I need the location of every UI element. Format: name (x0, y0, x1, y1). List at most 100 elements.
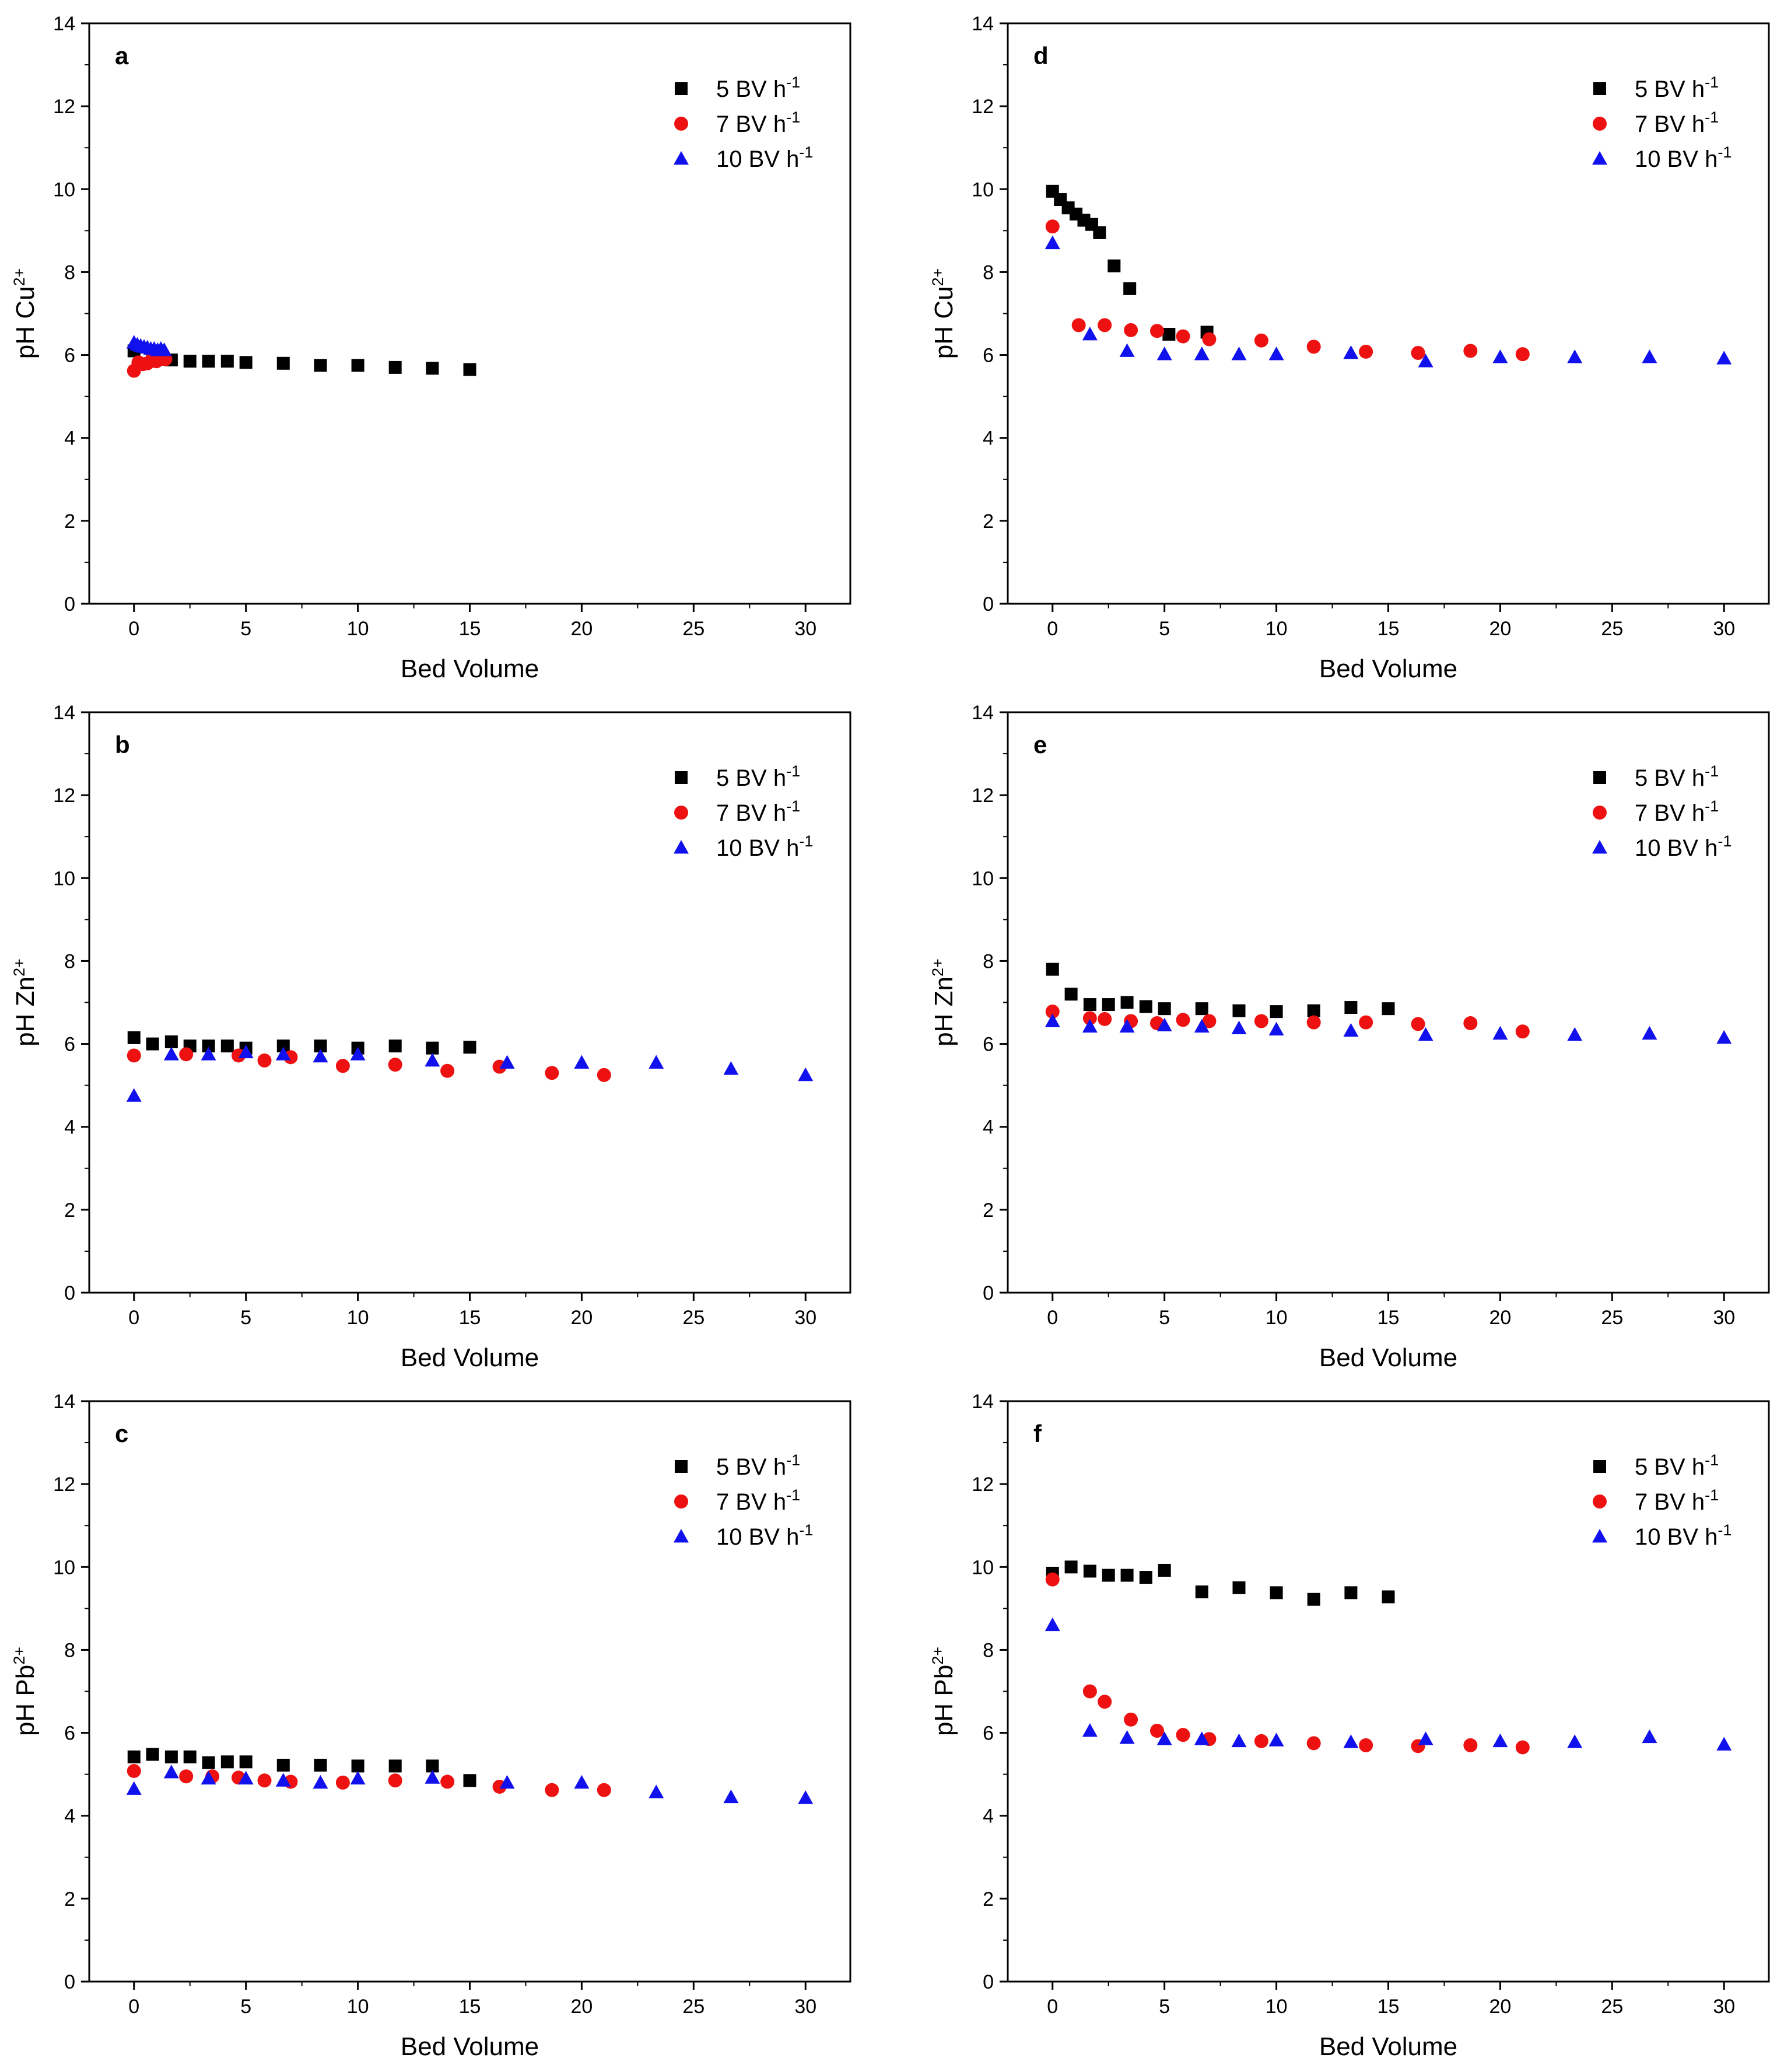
data-point (156, 342, 172, 356)
x-tick-label: 25 (1601, 618, 1623, 640)
x-tick-label: 15 (1378, 618, 1400, 640)
data-point (183, 355, 197, 368)
plot-frame (1007, 22, 1770, 605)
x-tick-label: 5 (1159, 1996, 1170, 2018)
data-point (163, 1046, 179, 1060)
x-tick-label: 20 (1489, 1996, 1511, 2018)
data-point (1515, 347, 1530, 362)
data-point (1306, 340, 1321, 354)
y-tick-label: 10 (972, 867, 994, 890)
legend-label-main: 7 BV h (716, 111, 786, 137)
data-point (239, 356, 253, 369)
y-tick-label: 2 (64, 1199, 75, 1222)
data-point (350, 1770, 366, 1785)
data-point (388, 1040, 402, 1053)
data-point (1083, 998, 1096, 1012)
x-tick-label: 5 (240, 1307, 251, 1329)
data-point (425, 1053, 440, 1067)
legend-label: 5 BV h-1 (1635, 1451, 1719, 1480)
data-point (545, 1783, 559, 1797)
x-axis-title: Bed Volume (401, 1343, 539, 1372)
data-point (1382, 1002, 1395, 1016)
legend-label: 7 BV h-1 (716, 1486, 800, 1515)
data-point (1194, 1019, 1210, 1033)
x-tick-label: 25 (1601, 1307, 1623, 1329)
data-point (426, 1041, 439, 1055)
x-axis-title: Bed Volume (1319, 2032, 1457, 2061)
legend-label: 5 BV h-1 (716, 74, 800, 102)
legend-marker (674, 117, 688, 131)
y-tick-label: 12 (972, 96, 994, 118)
y-tick-label: 0 (983, 1282, 994, 1304)
data-point (335, 1059, 350, 1073)
data-point (201, 1046, 216, 1060)
data-point (201, 1770, 216, 1785)
data-point (1232, 1581, 1246, 1594)
data-point (314, 1040, 327, 1053)
y-tick-label: 10 (53, 178, 75, 201)
legend-label-sup: -1 (1705, 762, 1719, 780)
legend-marker (675, 82, 688, 95)
data-point (1064, 1560, 1078, 1574)
data-point (127, 1048, 141, 1063)
x-tick-label: 15 (459, 1996, 481, 2018)
x-axis-title: Bed Volume (401, 654, 539, 683)
data-point (1156, 1017, 1172, 1031)
data-point (1418, 1027, 1433, 1041)
panel-b: 0 5 10 15 20 25 30 0 2 4 6 8 10 12 14 Bed Volume pH Zn2+… (10, 702, 851, 1372)
data-point (545, 1066, 559, 1080)
data-point (574, 1055, 590, 1069)
y-axis-title: pH Zn2+ (10, 958, 40, 1046)
data-point (335, 1775, 350, 1790)
data-point (1082, 1019, 1098, 1033)
data-point (1231, 346, 1247, 360)
data-point (238, 1770, 254, 1785)
y-tick-label: 6 (983, 1034, 994, 1056)
data-point (499, 1774, 515, 1789)
data-point (1411, 346, 1425, 360)
y-tick-label: 6 (983, 345, 994, 367)
data-point (499, 1055, 515, 1069)
panel-label: d (1033, 42, 1049, 69)
data-point (1045, 1572, 1060, 1587)
legend-label-main: 10 BV h (716, 146, 799, 172)
data-point (126, 1088, 142, 1102)
data-point (275, 1773, 291, 1787)
y-axis-title: pH Cu2+ (929, 268, 958, 359)
data-point (388, 1773, 402, 1788)
data-point (1093, 226, 1106, 239)
plot-frame (1007, 1400, 1770, 1983)
y-tick-label: 2 (983, 1888, 994, 1910)
data-point (239, 1755, 253, 1769)
legend: 5 BV h-17 BV h-110 BV h-1 (1592, 74, 1732, 172)
legend-label: 7 BV h-1 (716, 108, 800, 137)
legend-label-main: 7 BV h (1635, 111, 1705, 137)
series-triangle (126, 335, 172, 356)
x-tick-label: 15 (1378, 1996, 1400, 2018)
data-point (179, 1769, 194, 1784)
y-tick-label: 10 (53, 867, 75, 890)
legend-label-sup: -1 (1705, 74, 1719, 91)
y-tick-label: 8 (983, 1639, 994, 1661)
legend-label: 7 BV h-1 (1635, 1486, 1719, 1515)
data-point (179, 1047, 194, 1062)
legend: 5 BV h-17 BV h-110 BV h-1 (674, 762, 813, 861)
data-point (1382, 1590, 1395, 1604)
data-point (1306, 1736, 1321, 1751)
data-point (163, 1765, 179, 1779)
y-tick-label: 14 (972, 13, 994, 35)
legend-label: 10 BV h-1 (1635, 1521, 1732, 1550)
data-point (1045, 1617, 1060, 1632)
data-point (314, 1759, 327, 1772)
y-tick-label: 0 (983, 593, 994, 615)
legend-marker (1592, 1529, 1607, 1543)
legend-label: 10 BV h-1 (716, 832, 813, 861)
panel-c: 0 5 10 15 20 25 30 0 2 4 6 8 10 12 14 Bed Volume pH Pb2+… (10, 1391, 851, 2061)
legend-marker (1593, 771, 1606, 784)
x-tick-label: 15 (459, 618, 481, 640)
data-point (1195, 1585, 1208, 1598)
data-point (1418, 354, 1433, 368)
data-point (1515, 1740, 1530, 1755)
x-tick-label: 20 (1489, 1307, 1511, 1329)
x-tick-label: 10 (1266, 618, 1288, 640)
